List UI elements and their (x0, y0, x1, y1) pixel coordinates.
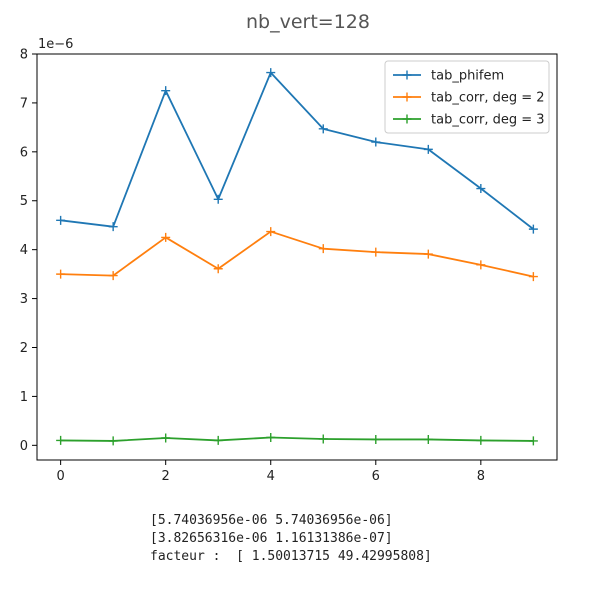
data-point-marker (266, 68, 276, 78)
data-point-marker (56, 269, 66, 279)
x-tick-label: 6 (372, 469, 380, 484)
plot-area: 0 2 4 6 8 0 1 2 3 4 5 6 7 8 (20, 48, 538, 484)
data-point-marker (476, 184, 486, 194)
data-point-marker (213, 435, 223, 445)
data-point-marker (528, 436, 538, 446)
output-line-1: [5.74036956e-06 5.74036956e-06] (150, 513, 393, 528)
data-point-marker (108, 271, 118, 281)
legend-item: tab_corr, deg = 3 (393, 113, 545, 128)
data-point-marker (213, 264, 223, 274)
y-tick-label: 5 (20, 194, 28, 209)
data-point-marker (371, 434, 381, 444)
y-tick-label: 0 (20, 439, 28, 454)
legend-item: tab_phifem (393, 69, 504, 84)
data-point-marker (318, 244, 328, 254)
legend-label: tab_phifem (431, 69, 504, 84)
x-tick-label: 8 (477, 469, 485, 484)
data-point-marker (108, 436, 118, 446)
series-line (60, 230, 534, 278)
data-point-marker (213, 194, 223, 204)
output-line-2: [3.82656316e-06 1.16131386e-07] (150, 531, 393, 546)
data-point-marker (476, 260, 486, 270)
y-tick-label: 7 (20, 96, 28, 111)
console-output: [5.74036956e-06 5.74036956e-06] [3.826563… (150, 512, 432, 566)
data-point-marker (266, 227, 276, 237)
data-point-marker (371, 247, 381, 257)
y-tick-label: 6 (20, 145, 28, 160)
output-line-3: facteur : [ 1.50013715 49.42995808] (150, 549, 432, 564)
data-point-marker (266, 432, 276, 442)
series-2 (56, 227, 538, 282)
data-point-marker (371, 137, 381, 147)
series-line (60, 71, 534, 230)
legend-marker (402, 92, 412, 102)
y-tick-label: 8 (20, 48, 28, 63)
x-tick-label: 2 (162, 469, 170, 484)
data-point-marker (108, 222, 118, 232)
line-chart: nb_vert=128 1e−6 0 2 4 6 8 0 1 2 3 4 5 6 7 8 tab_phif… (20, 11, 558, 484)
axes-frame (36, 53, 558, 461)
data-point-marker (423, 434, 433, 444)
series-3 (56, 432, 538, 446)
y-tick-label: 1 (20, 390, 28, 405)
legend-label: tab_corr, deg = 2 (431, 91, 545, 106)
y-tick-label: 3 (20, 292, 28, 307)
series-1 (56, 68, 538, 234)
chart-title: nb_vert=128 (246, 11, 370, 33)
data-point-marker (161, 433, 171, 443)
data-point-marker (528, 224, 538, 234)
data-point-marker (56, 435, 66, 445)
legend-label: tab_corr, deg = 3 (431, 113, 545, 128)
data-point-marker (161, 232, 171, 242)
data-point-marker (476, 435, 486, 445)
legend-box (384, 60, 550, 134)
data-point-marker (318, 124, 328, 134)
y-tick-label: 2 (20, 341, 28, 356)
series-line (60, 436, 534, 442)
legend-marker (402, 70, 412, 80)
data-point-marker (528, 272, 538, 282)
x-tick-label: 4 (267, 469, 275, 484)
legend: tab_phifem tab_corr, deg = 2 tab_corr, deg… (384, 60, 550, 134)
data-point-marker (423, 249, 433, 259)
data-point-marker (56, 215, 66, 225)
data-point-marker (161, 86, 171, 96)
data-point-marker (318, 434, 328, 444)
legend-marker (402, 114, 412, 124)
x-tick-label: 0 (56, 469, 64, 484)
y-axis-offset-label: 1e−6 (38, 37, 73, 52)
y-tick-label: 4 (20, 243, 28, 258)
legend-item: tab_corr, deg = 2 (393, 91, 545, 106)
data-point-marker (423, 144, 433, 154)
